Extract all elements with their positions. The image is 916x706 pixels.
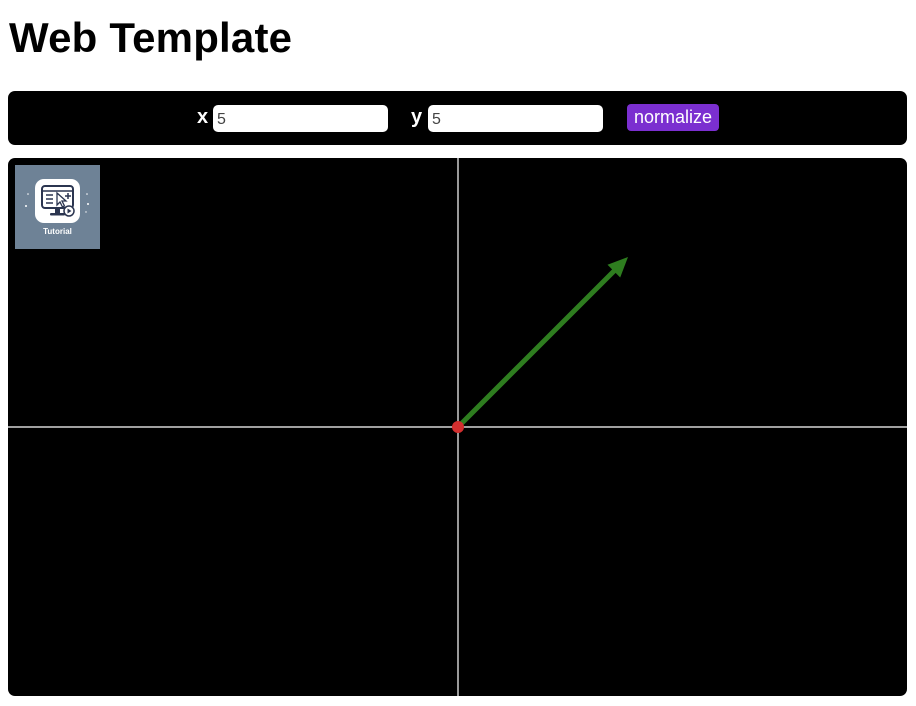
vector-controls-bar: x y normalize — [8, 91, 907, 145]
vector-plot — [8, 158, 907, 696]
x-input[interactable] — [213, 105, 388, 132]
vector-canvas[interactable]: Tutorial — [8, 158, 907, 696]
tutorial-icon — [35, 179, 80, 223]
page-title: Web Template — [9, 14, 293, 61]
tutorial-label: Tutorial — [43, 227, 72, 236]
tutorial-button[interactable]: Tutorial — [15, 165, 100, 249]
vector-arrow-head — [607, 257, 628, 278]
vector-arrow-shaft — [455, 268, 617, 430]
y-label: y — [411, 106, 423, 128]
normalize-button[interactable]: normalize — [627, 104, 719, 131]
y-input[interactable] — [428, 105, 603, 132]
origin-point — [452, 421, 464, 433]
x-label: x — [197, 106, 209, 128]
